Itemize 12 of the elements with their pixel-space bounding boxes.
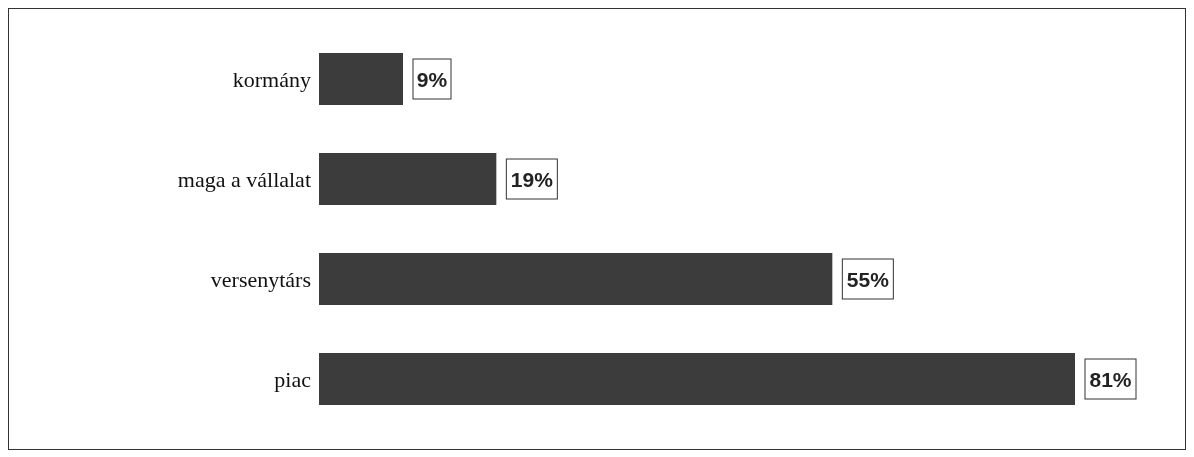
data-label: 81%: [1089, 367, 1132, 391]
y-tick-label: maga a vállalat: [177, 166, 311, 192]
bar: [319, 353, 1075, 405]
y-tick-label: piac: [274, 366, 312, 392]
data-label: 19%: [510, 167, 554, 191]
y-tick-label: kormány: [232, 66, 311, 92]
bar: [319, 153, 497, 205]
bar: [319, 253, 833, 305]
bar: [319, 53, 403, 105]
data-label: 55%: [846, 267, 890, 291]
data-label: 9%: [416, 67, 448, 91]
y-tick-label: versenytárs: [210, 266, 311, 292]
